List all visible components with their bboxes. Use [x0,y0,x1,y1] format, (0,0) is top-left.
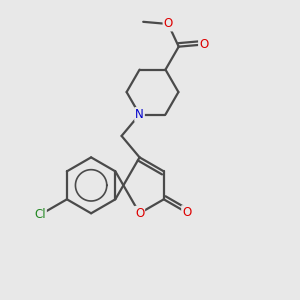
Text: Cl: Cl [34,208,46,221]
Text: O: O [182,206,191,219]
Text: O: O [199,38,208,51]
Text: O: O [164,17,173,31]
Text: N: N [135,108,144,121]
Text: O: O [135,207,144,220]
